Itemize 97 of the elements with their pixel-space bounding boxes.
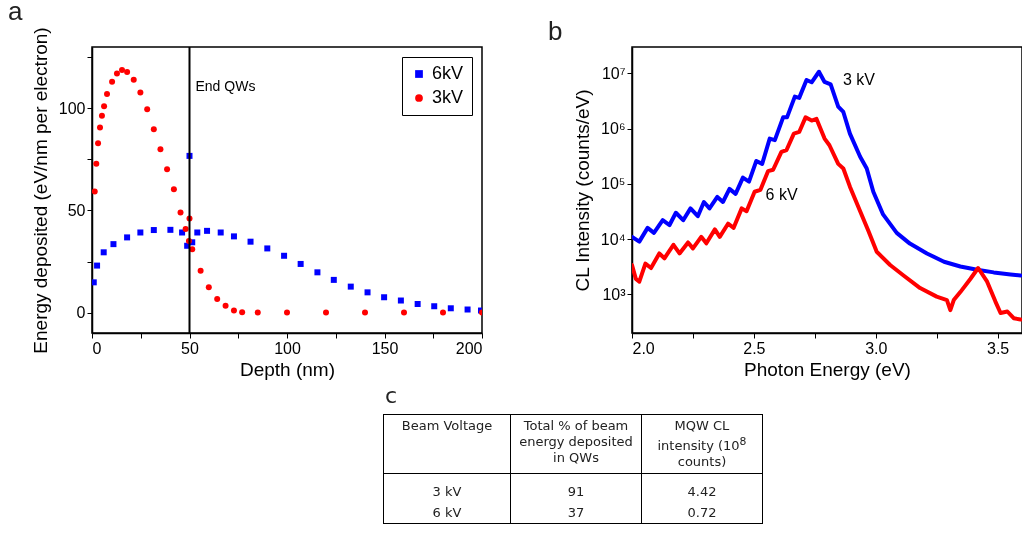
text: Total % of beam energy deposited in QWs — [510, 414, 642, 474]
point — [170, 186, 177, 193]
point — [137, 229, 144, 236]
text: 37 — [510, 502, 642, 524]
point — [362, 309, 368, 316]
text: 91 — [510, 473, 642, 503]
point — [314, 269, 321, 276]
point — [93, 160, 100, 167]
point — [440, 309, 446, 316]
point — [96, 124, 103, 131]
point — [124, 68, 131, 75]
chart-title: b — [548, 16, 563, 46]
point — [431, 303, 438, 310]
x-tick-label: 200 — [455, 339, 483, 357]
y-tick-label: 10⁷ — [601, 64, 626, 82]
x-axis-title: Depth (nm) — [239, 358, 336, 380]
point — [124, 234, 131, 241]
point — [110, 241, 117, 248]
point — [447, 305, 454, 312]
point — [113, 70, 120, 77]
point — [95, 140, 102, 147]
x-tick-label: 3.5 — [987, 339, 1010, 357]
x-tick-label: 150 — [371, 339, 399, 357]
point — [330, 276, 337, 283]
point — [397, 297, 404, 304]
legend-label: 6kV — [432, 63, 464, 83]
point — [414, 300, 421, 307]
y-tick-label: 10⁶ — [601, 120, 626, 138]
text: 6 kV — [383, 502, 511, 524]
ref-line-label: End QWs — [195, 78, 256, 94]
point — [323, 309, 329, 316]
point — [150, 227, 157, 234]
point — [364, 289, 371, 296]
point — [167, 226, 174, 233]
text: 4.42 — [641, 473, 763, 503]
series-label: 6 kV — [765, 186, 798, 204]
y-tick-label: 50 — [67, 201, 86, 219]
text: 3 kV — [383, 473, 511, 503]
point — [197, 267, 204, 274]
point — [239, 309, 246, 316]
text: Beam Voltage — [383, 414, 511, 474]
point — [130, 76, 137, 83]
point — [92, 279, 97, 286]
point — [92, 188, 98, 195]
text: 0.72 — [641, 502, 763, 524]
x-tick-label: 2.5 — [743, 339, 766, 357]
x-axis-title: Photon Energy (eV) — [744, 358, 911, 380]
point — [254, 309, 261, 316]
y-tick-label: 10⁴ — [600, 230, 626, 248]
y-axis-title: CL Intensity (counts/eV) — [571, 89, 593, 292]
point — [217, 229, 224, 236]
point — [101, 103, 108, 110]
y-tick-label: 10³ — [602, 285, 627, 303]
point — [204, 227, 211, 234]
point — [347, 283, 354, 290]
x-tick-label: 2.0 — [632, 339, 655, 357]
point — [464, 306, 471, 313]
point — [297, 260, 304, 267]
y-axis-title: Energy deposited (eV/nm per electron) — [29, 27, 51, 354]
point — [401, 309, 407, 316]
chart-title: a — [8, 0, 23, 26]
line-series — [632, 115, 1022, 322]
point — [247, 238, 254, 245]
point — [222, 302, 229, 309]
x-tick-label: 100 — [274, 339, 301, 357]
y-tick-label: 10⁵ — [601, 175, 626, 193]
x-tick-label: 3.0 — [865, 339, 888, 357]
x-tick-label: 50 — [181, 339, 199, 357]
point — [104, 90, 111, 97]
point — [264, 245, 271, 252]
point — [381, 294, 388, 301]
point — [214, 295, 221, 302]
text: c — [385, 383, 399, 408]
point — [94, 262, 101, 269]
series-label: 3 kV — [842, 70, 876, 88]
point — [119, 67, 126, 74]
y-tick-label: 100 — [58, 99, 86, 117]
point — [281, 252, 288, 259]
point — [137, 89, 144, 96]
point — [98, 112, 105, 119]
point — [109, 78, 116, 85]
point — [194, 229, 201, 236]
point — [157, 146, 164, 153]
line-series — [632, 69, 1022, 278]
point — [164, 166, 171, 173]
point — [230, 233, 237, 240]
point — [150, 126, 157, 133]
point — [100, 249, 107, 256]
point — [144, 106, 151, 113]
point — [284, 309, 290, 316]
point — [230, 307, 237, 314]
legend-label: 3kV — [432, 87, 464, 107]
point — [205, 284, 212, 291]
point — [177, 209, 184, 216]
y-tick-label: 0 — [76, 304, 86, 322]
text: MQW CL intensity (10$^{8}$ counts) — [657, 418, 747, 470]
x-tick-label: 0 — [92, 339, 102, 357]
